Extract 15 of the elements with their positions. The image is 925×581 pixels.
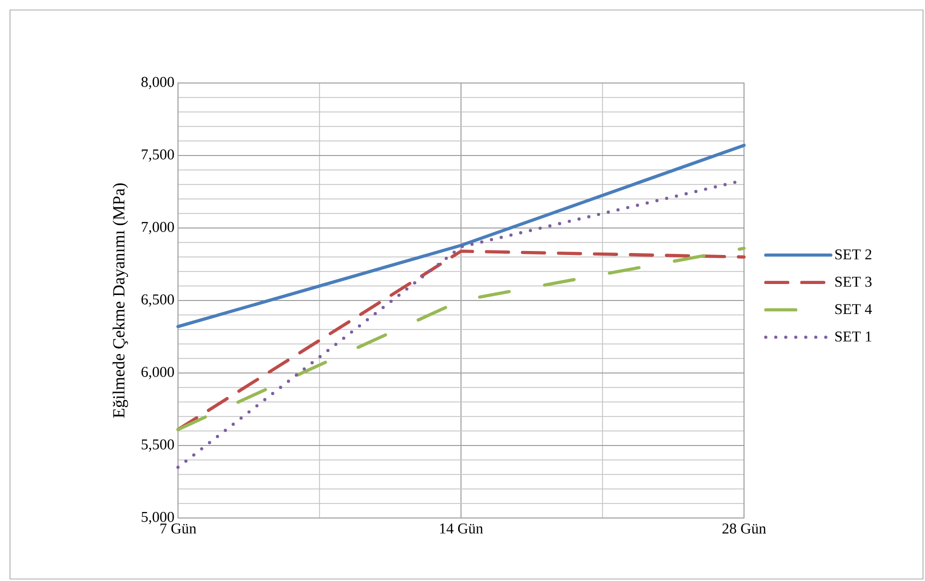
x-tick-label: 7 Gün — [160, 524, 196, 534]
legend-label: SET 2 — [835, 249, 872, 260]
y-tick-label: 5,000 — [142, 512, 174, 524]
y-tick-label: 6,000 — [142, 366, 174, 380]
y-tick-label: 6,500 — [142, 294, 174, 307]
y-tick-label: 8,000 — [141, 76, 174, 90]
legend-label: SET 4 — [835, 304, 872, 314]
legend-label: SET 1 — [835, 332, 872, 342]
y-axis-title: Eğilmede Çekme Dayanımı (MPa) — [112, 183, 128, 418]
y-tick-label: 5,500 — [142, 439, 174, 452]
x-tick-label: 28 Gün — [722, 524, 766, 534]
x-tick-label: 14 Gün — [440, 524, 483, 534]
legend-label: SET 3 — [835, 276, 872, 287]
y-tick-label: 7,500 — [142, 149, 174, 162]
y-tick-label: 7,000 — [142, 222, 174, 234]
